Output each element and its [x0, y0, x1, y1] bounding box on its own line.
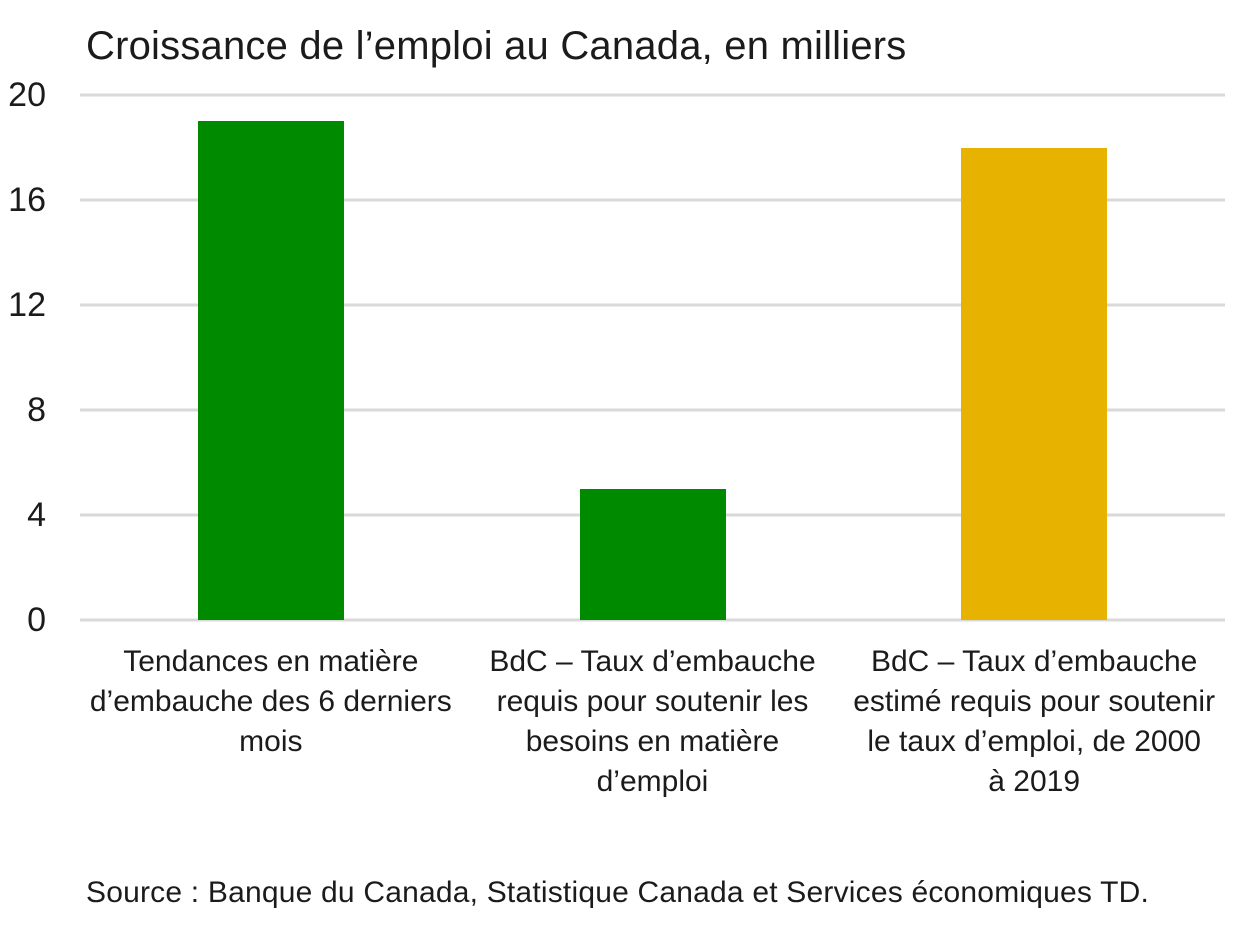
source-note: Source : Banque du Canada, Statistique C… [86, 876, 1150, 909]
bar [579, 488, 726, 620]
gridline [80, 198, 1225, 202]
chart-title: Croissance de l’emploi au Canada, en mil… [86, 24, 907, 68]
x-category-label: Tendances en matière d’embauche des 6 de… [89, 645, 452, 758]
y-tick-label: 4 [27, 496, 46, 534]
x-category-label: BdC – Taux d’embauche estimé requis pour… [853, 645, 1216, 798]
y-axis: 0 4 8 12 16 20 [0, 78, 46, 637]
bar [961, 147, 1108, 620]
bar [197, 121, 344, 620]
y-tick-label: 12 [8, 286, 46, 324]
gridline [80, 618, 1225, 622]
y-tick-label: 8 [27, 391, 46, 429]
y-tick-label: 16 [8, 181, 46, 219]
y-tick-label: 20 [8, 76, 46, 114]
gridline [80, 408, 1225, 412]
gridline [80, 93, 1225, 97]
x-category-label: BdC – Taux d’embauche requis pour souten… [489, 645, 816, 798]
plot-area [80, 93, 1225, 622]
x-axis-labels: Tendances en matière d’embauche des 6 de… [80, 642, 1225, 817]
y-tick-label: 0 [27, 601, 46, 639]
gridline [80, 303, 1225, 307]
